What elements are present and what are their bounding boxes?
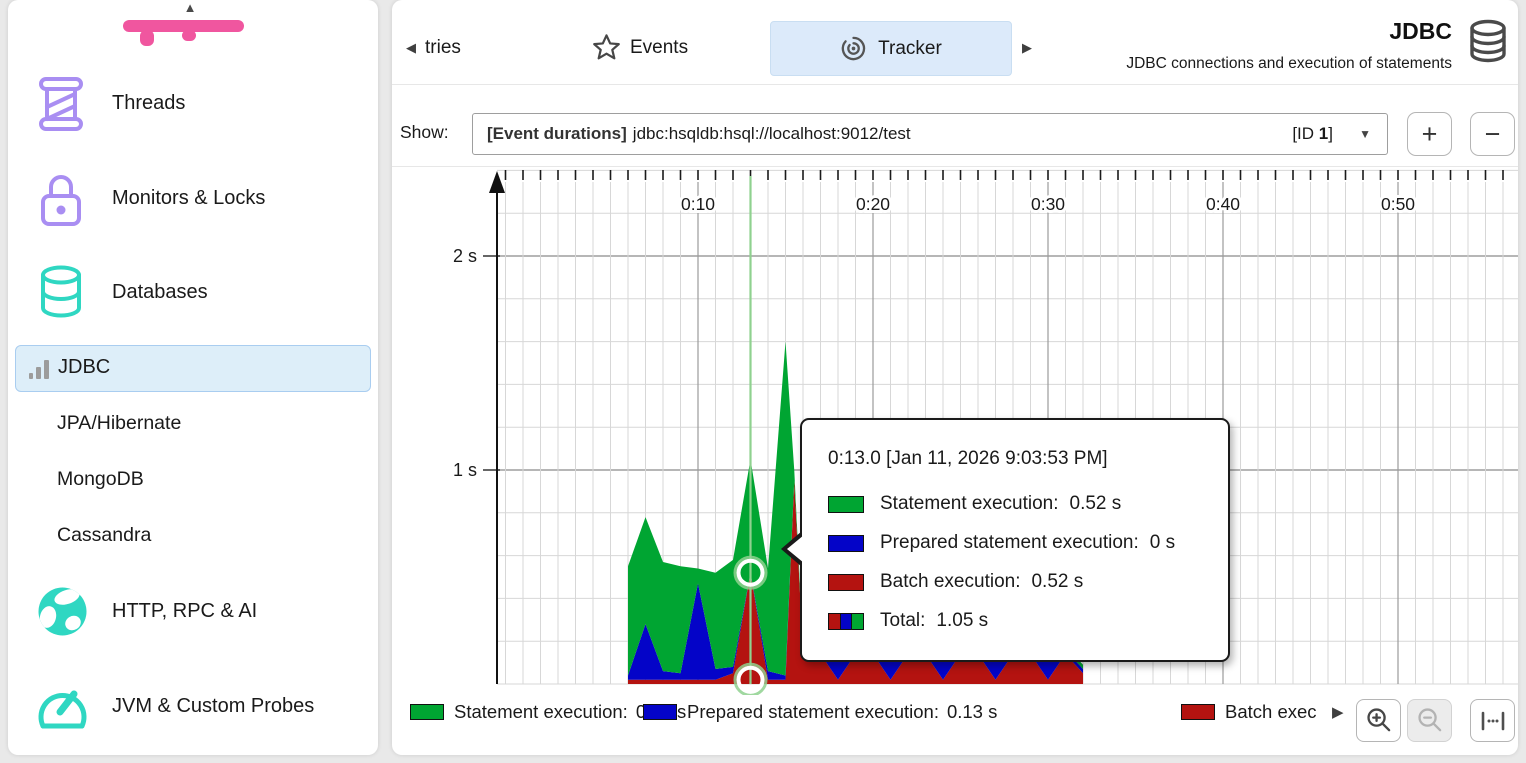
tab-scroll-left-icon[interactable]: ◀ xyxy=(406,40,416,55)
fit-time-scale-icon xyxy=(1481,711,1504,730)
zoom-out-button[interactable] xyxy=(1407,699,1452,742)
zoom-in-button[interactable] xyxy=(1356,699,1401,742)
sidebar-item-databases[interactable]: Databases xyxy=(8,265,378,321)
header-divider xyxy=(392,84,1518,85)
database-icon xyxy=(41,265,81,318)
tracker-chart[interactable]: 0:10 0:20 0:30 0:40 0:50 1 s 2 s 0:13.0 [Jan 1… xyxy=(392,168,1518,695)
legend-item-prepared: Prepared statement execution: 0.13 s xyxy=(643,701,997,723)
statement-swatch xyxy=(828,495,864,513)
sidebar-item-label: MongoDB xyxy=(57,468,144,490)
telemetries-partial-icon-bar xyxy=(123,20,244,32)
legend-item-batch: Batch exec xyxy=(1181,701,1317,723)
sidebar-item-threads[interactable]: Threads xyxy=(8,76,378,132)
sidebar-item-jdbc[interactable]: JDBC xyxy=(15,345,371,392)
globe-icon xyxy=(38,587,87,636)
tab-tracker[interactable]: Tracker xyxy=(770,21,1012,76)
svg-text:0:20: 0:20 xyxy=(856,194,890,214)
tab-scroll-right-icon[interactable]: ▶ xyxy=(1022,40,1032,55)
tooltip-row: Prepared statement execution: 0 s xyxy=(828,532,1175,554)
chart-tooltip: 0:13.0 [Jan 11, 2026 9:03:53 PM] Stateme… xyxy=(781,418,1230,662)
svg-text:1 s: 1 s xyxy=(453,460,477,480)
sidebar-item-label: Monitors & Locks xyxy=(112,187,266,209)
fit-time-scale-button[interactable] xyxy=(1470,699,1515,742)
showbar-divider xyxy=(392,166,1518,167)
sidebar-item-label: JVM & Custom Probes xyxy=(112,695,315,717)
sidebar-item-label: JPA/Hibernate xyxy=(57,412,182,434)
zoom-out-icon xyxy=(1418,708,1442,732)
jdbc-database-icon xyxy=(1470,19,1506,63)
star-icon xyxy=(593,34,620,60)
tab-previous-partial[interactable]: tries xyxy=(425,37,461,58)
sidebar-item-mongodb[interactable]: MongoDB xyxy=(8,466,378,496)
sidebar-item-label: Cassandra xyxy=(57,524,152,546)
tooltip-row: Statement execution: 0.52 s xyxy=(828,493,1121,515)
show-selection-id: [ID 1] xyxy=(1292,124,1333,143)
zoom-in-icon xyxy=(1367,708,1391,732)
sidebar-item-cassandra[interactable]: Cassandra xyxy=(8,522,378,552)
gauge-icon xyxy=(38,690,87,729)
show-combobox[interactable]: [Event durations] jdbc:hsqldb:hsql://loc… xyxy=(472,113,1388,155)
sidebar-item-label: JDBC xyxy=(58,356,111,378)
telemetries-partial-icon-prong xyxy=(140,30,154,46)
batch-swatch xyxy=(828,573,864,591)
show-selection-kind: [Event durations] xyxy=(487,124,627,143)
tooltip-row: Total: 1.05 s xyxy=(828,610,988,632)
lock-icon xyxy=(41,175,81,226)
thread-spool-icon xyxy=(39,77,83,131)
svg-text:0:40: 0:40 xyxy=(1206,194,1240,214)
svg-text:0:30: 0:30 xyxy=(1031,194,1065,214)
probe-chart-icon xyxy=(29,360,49,379)
show-selection-value: jdbc:hsqldb:hsql://localhost:9012/test xyxy=(632,124,911,143)
telemetries-partial-icon-prong xyxy=(182,30,196,41)
svg-text:0:50: 0:50 xyxy=(1381,194,1415,214)
legend-statement-swatch xyxy=(410,704,444,720)
legend-overflow-arrow-icon[interactable]: ▶ xyxy=(1332,704,1344,721)
svg-text:2 s: 2 s xyxy=(453,246,477,266)
legend-prepared-swatch xyxy=(643,704,677,720)
sidebar-item-label: Threads xyxy=(112,92,186,114)
sidebar-item-label: HTTP, RPC & AI xyxy=(112,600,258,622)
combo-dropdown-icon: ▼ xyxy=(1359,127,1371,141)
main-panel: ◀ tries Events Tracker ▶ JDBC xyxy=(392,0,1518,755)
sidebar-item-label: Databases xyxy=(112,281,208,303)
tab-tracker-label: Tracker xyxy=(878,37,942,59)
add-view-button[interactable]: + xyxy=(1407,112,1452,156)
legend-batch-swatch xyxy=(1181,704,1215,720)
total-swatch xyxy=(828,612,864,630)
tab-events[interactable]: Events xyxy=(630,37,689,58)
sidebar-item-http-rpc-ai[interactable]: HTTP, RPC & AI xyxy=(8,585,378,641)
remove-view-button[interactable]: − xyxy=(1470,112,1515,156)
svg-text:0:10: 0:10 xyxy=(681,194,715,214)
sidebar-item-monitors-locks[interactable]: Monitors & Locks xyxy=(8,170,378,226)
sidebar: ▲ Threads xyxy=(8,0,378,755)
sidebar-item-jpa-hibernate[interactable]: JPA/Hibernate xyxy=(8,410,378,440)
tracker-icon xyxy=(841,36,866,61)
page-subtitle: JDBC connections and execution of statem… xyxy=(1126,55,1452,72)
show-label: Show: xyxy=(400,122,449,142)
sidebar-scroll-up-icon[interactable]: ▲ xyxy=(183,0,197,15)
tooltip-row: Batch execution: 0.52 s xyxy=(828,571,1083,593)
sidebar-item-jvm-custom-probes[interactable]: JVM & Custom Probes xyxy=(8,680,378,736)
page-title: JDBC xyxy=(1389,18,1452,44)
tooltip-title: 0:13.0 [Jan 11, 2026 9:03:53 PM] xyxy=(828,448,1108,469)
prepared-swatch xyxy=(828,534,864,552)
